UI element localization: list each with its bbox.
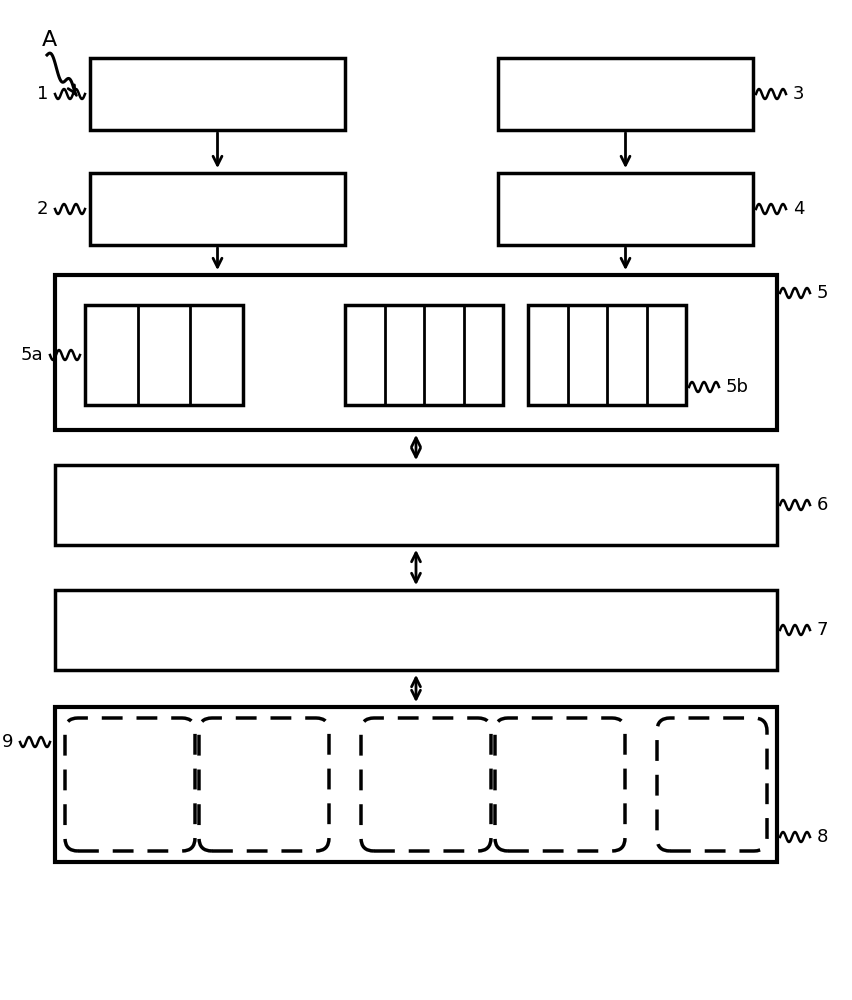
- FancyBboxPatch shape: [363, 720, 489, 849]
- FancyBboxPatch shape: [659, 720, 765, 849]
- Bar: [55, 707, 777, 862]
- Text: 5b: 5b: [726, 378, 749, 396]
- FancyBboxPatch shape: [67, 720, 193, 849]
- Text: 9: 9: [2, 733, 13, 751]
- Text: 7: 7: [817, 621, 828, 639]
- Text: 6: 6: [817, 496, 828, 514]
- Bar: [85, 305, 243, 405]
- Text: 8: 8: [817, 828, 828, 846]
- Bar: [55, 590, 777, 670]
- Bar: [55, 275, 777, 430]
- Bar: [498, 173, 753, 245]
- Text: 4: 4: [793, 200, 804, 218]
- Text: 1: 1: [37, 85, 48, 103]
- Bar: [90, 58, 345, 130]
- FancyBboxPatch shape: [497, 720, 623, 849]
- Bar: [55, 465, 777, 545]
- Bar: [345, 305, 503, 405]
- Text: 3: 3: [793, 85, 804, 103]
- Bar: [528, 305, 686, 405]
- Text: 5: 5: [817, 284, 828, 302]
- Bar: [90, 173, 345, 245]
- Text: 5a: 5a: [20, 346, 43, 364]
- Text: A: A: [42, 30, 57, 50]
- Bar: [498, 58, 753, 130]
- FancyBboxPatch shape: [201, 720, 327, 849]
- Text: 2: 2: [37, 200, 48, 218]
- Bar: [55, 707, 777, 862]
